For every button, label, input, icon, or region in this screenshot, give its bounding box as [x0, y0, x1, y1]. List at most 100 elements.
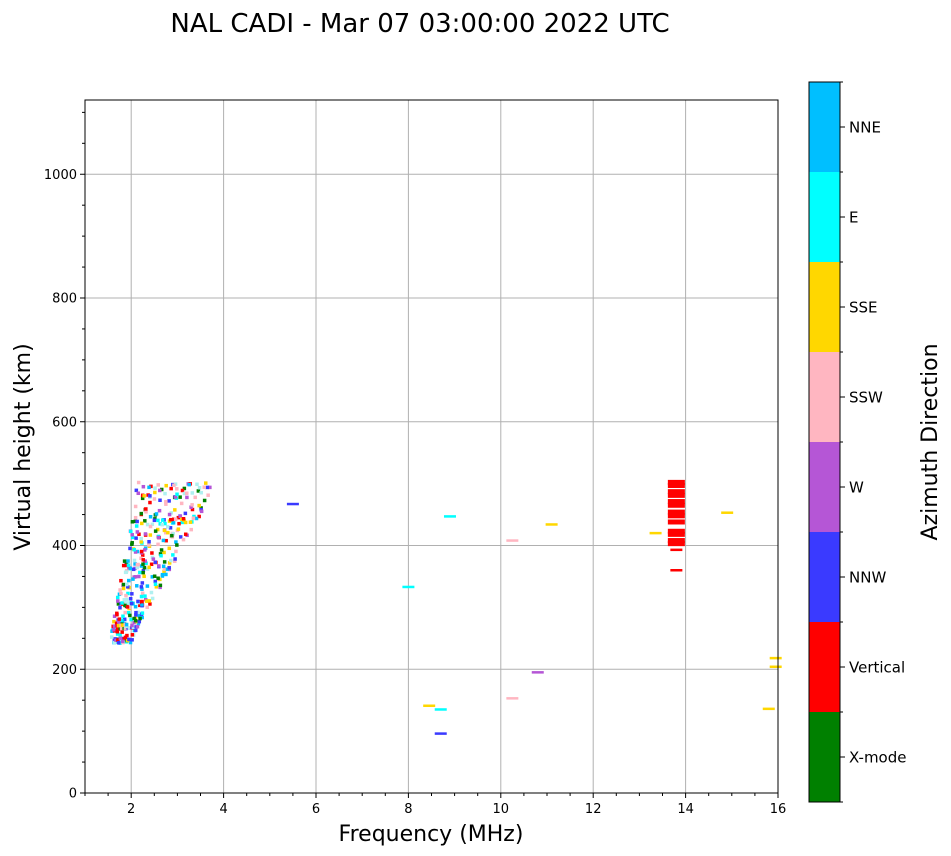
- cluster-echo: [121, 563, 126, 568]
- cluster-echo: [120, 639, 125, 644]
- colorbar-segment: [809, 172, 840, 262]
- cluster-echo: [126, 610, 131, 615]
- cluster-echo: [199, 509, 204, 514]
- cluster-echo: [168, 526, 173, 530]
- cluster-echo: [143, 519, 147, 523]
- cluster-echo: [118, 605, 122, 610]
- cluster-echo: [141, 558, 146, 562]
- cluster-echo: [122, 617, 127, 621]
- cluster-echo: [155, 527, 160, 532]
- y-tick-label: 0: [69, 787, 77, 802]
- cluster-echo: [132, 616, 136, 621]
- cluster-echo: [150, 551, 154, 555]
- cluster-echo: [116, 641, 121, 645]
- y-axis-label: Virtual height (km): [11, 343, 36, 550]
- echo-point: [667, 519, 685, 525]
- cluster-echo: [145, 522, 150, 527]
- cluster-echo: [134, 610, 138, 615]
- echo-point: [423, 704, 436, 708]
- cluster-echo: [135, 519, 139, 524]
- x-tick-label: 6: [312, 802, 320, 817]
- cluster-echo: [196, 489, 201, 493]
- cluster-echo: [178, 495, 182, 499]
- cluster-echo: [119, 627, 124, 631]
- cluster-echo: [167, 561, 172, 565]
- cluster-echo: [118, 588, 122, 592]
- cluster-echo: [157, 508, 162, 513]
- cluster-echo: [197, 503, 201, 508]
- cluster-echo: [142, 565, 147, 570]
- y-axis-ticks: 0 200 400 600 800 1000: [44, 111, 85, 802]
- cluster-echo: [158, 583, 163, 588]
- cluster-echo: [140, 602, 144, 607]
- echo-point: [443, 515, 456, 518]
- cluster-echo: [173, 517, 178, 522]
- cluster-echo: [134, 613, 138, 617]
- colorbar-tick-label: SSE: [849, 299, 878, 317]
- cluster-echo: [181, 516, 186, 521]
- cluster-echo: [150, 575, 155, 579]
- cluster-echo: [148, 524, 153, 529]
- cluster-echo: [116, 602, 121, 606]
- cluster-echo: [135, 530, 140, 534]
- cluster-echo: [144, 599, 149, 603]
- cluster-echo: [197, 514, 201, 519]
- cluster-echo: [139, 536, 143, 541]
- cluster-echo: [183, 520, 188, 525]
- colorbar-segment: [809, 622, 840, 712]
- cluster-echo: [184, 491, 189, 495]
- cluster-echo: [121, 582, 126, 587]
- cluster-echo: [190, 503, 194, 507]
- cluster-echo: [153, 560, 158, 564]
- y-tick-label: 400: [52, 539, 77, 554]
- cluster-echo: [109, 635, 114, 639]
- echo-point: [670, 569, 683, 572]
- colorbar-tick-label: E: [849, 209, 858, 227]
- cluster-echo: [197, 486, 202, 490]
- cluster-echo: [162, 560, 167, 564]
- cluster-echo: [115, 629, 120, 634]
- echo-point: [506, 697, 519, 700]
- cluster-echo: [199, 506, 203, 510]
- cluster-echo: [164, 530, 168, 535]
- echo-point: [434, 732, 447, 735]
- echo-point: [769, 665, 782, 669]
- cluster-echo: [149, 484, 153, 489]
- cluster-echo: [128, 596, 133, 601]
- cluster-echo: [148, 514, 153, 519]
- cluster-echo: [112, 614, 117, 619]
- x-tick-label: 4: [219, 802, 227, 817]
- cluster-echo: [150, 596, 155, 601]
- cluster-echo: [180, 520, 184, 525]
- echo-point: [402, 585, 415, 589]
- cluster-echo: [120, 630, 124, 634]
- cluster-echo: [133, 575, 138, 579]
- cluster-echo: [156, 576, 160, 580]
- cluster-echo: [130, 520, 135, 524]
- cluster-echo: [143, 559, 147, 563]
- cluster-echo: [159, 487, 164, 492]
- cluster-echo: [185, 495, 189, 500]
- cluster-echo: [133, 519, 138, 524]
- cluster-echo: [189, 505, 193, 509]
- cluster-echo: [125, 582, 129, 587]
- x-axis-label: Frequency (MHz): [339, 822, 524, 847]
- cluster-echo: [128, 546, 132, 551]
- cluster-echo: [171, 521, 176, 525]
- cluster-echo: [154, 512, 159, 516]
- cluster-echo: [147, 539, 151, 544]
- cluster-echo: [164, 538, 168, 543]
- cluster-echo: [136, 562, 140, 567]
- cluster-echo: [141, 562, 145, 566]
- cluster-echo: [145, 567, 150, 571]
- cluster-echo: [136, 480, 141, 485]
- cluster-echo: [127, 637, 131, 642]
- cluster-echo: [124, 593, 128, 598]
- cluster-echo: [151, 557, 156, 561]
- cluster-echo: [177, 521, 181, 526]
- cluster-echo: [141, 484, 146, 489]
- cluster-echo: [143, 548, 147, 552]
- echo-point: [670, 548, 683, 552]
- cluster-echo: [173, 557, 177, 561]
- cluster-echo: [157, 564, 161, 568]
